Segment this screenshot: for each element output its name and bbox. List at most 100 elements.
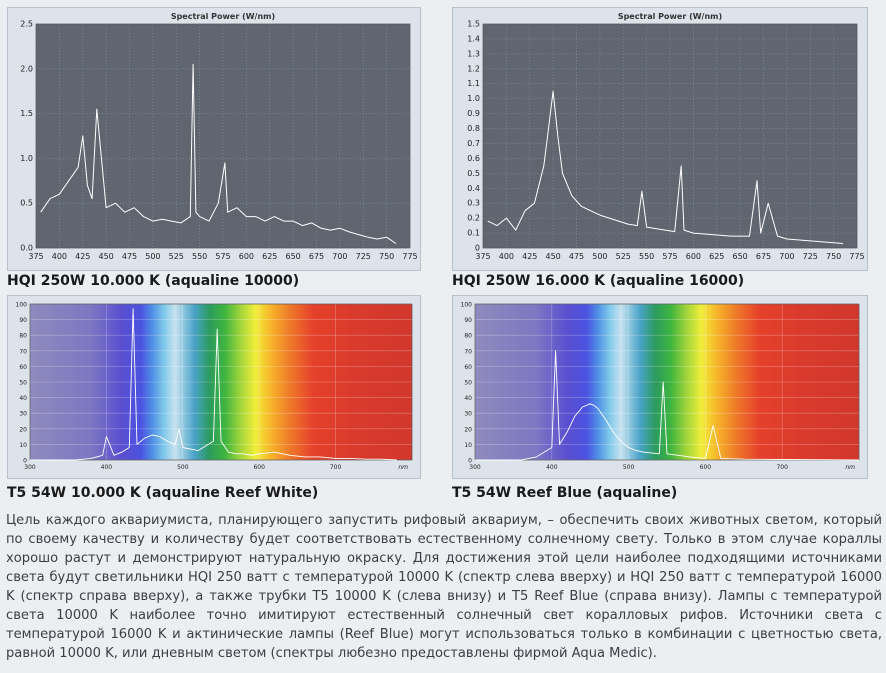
y-tick-label: 70 <box>19 348 27 355</box>
y-tick-label: 80 <box>19 333 27 340</box>
plot-frame <box>474 303 860 461</box>
y-tick-label: 10 <box>19 442 27 449</box>
spectrum-series-line <box>30 308 397 461</box>
plot-frame <box>35 23 411 249</box>
y-tick-label: 100 <box>16 302 28 309</box>
spectrum-series-line <box>487 90 844 244</box>
x-tick-label: 650 <box>285 252 300 261</box>
chart-panel-hqi-10000: 0.0 0.5 1.0 1.5 2.0 2.5 375 400 425 450 475 500 525 5… <box>7 7 421 271</box>
y-tick-label: 20 <box>464 426 472 433</box>
y-tick-label: 1.0 <box>20 154 33 163</box>
spectrum-series-line <box>40 63 397 244</box>
x-tick-label: 750 <box>379 252 394 261</box>
x-tick-label: 775 <box>849 252 864 261</box>
y-tick-label: 80 <box>464 333 472 340</box>
y-tick-label: 50 <box>19 380 27 387</box>
y-tick-label: 30 <box>19 411 27 418</box>
x-tick-label: 475 <box>569 252 584 261</box>
x-tick-label: 600 <box>686 252 701 261</box>
y-tick-label: 40 <box>464 395 472 402</box>
x-tick-label: 650 <box>732 252 747 261</box>
x-tick-label: 400 <box>546 464 558 471</box>
x-tick-label: 400 <box>499 252 514 261</box>
y-tick-label: 60 <box>19 364 27 371</box>
y-tick-label: 60 <box>464 364 472 371</box>
caption-hqi-10000: HQI 250W 10.000 K (aqualine 10000) <box>7 273 300 289</box>
x-tick-label: 375 <box>475 252 490 261</box>
caption-hqi-16000: HQI 250W 16.000 K (aqualine 16000) <box>452 273 745 289</box>
y-tick-label: 100 <box>461 302 473 309</box>
plot-frame <box>482 23 858 249</box>
y-tick-label: 0 <box>23 458 27 465</box>
y-tick-label: 0 <box>475 244 480 253</box>
y-tick-label: 0.5 <box>467 169 480 178</box>
x-tick-label: 375 <box>28 252 43 261</box>
x-unit-label: nm <box>845 464 855 471</box>
spectral-chart-hqi-10000: 0.0 0.5 1.0 1.5 2.0 2.5 375 400 425 450 475 500 525 5… <box>20 12 417 261</box>
x-tick-label: 500 <box>177 464 189 471</box>
x-tick-label: 675 <box>309 252 324 261</box>
y-tick-label: 1.1 <box>467 79 480 88</box>
spectrum-series-line <box>475 350 860 461</box>
x-tick-label: 400 <box>101 464 113 471</box>
y-tick-label: 1.2 <box>467 64 480 73</box>
plot-area <box>475 304 859 460</box>
caption-reef-white: T5 54W 10.000 K (aqualine Reef White) <box>7 485 319 501</box>
y-tick-label: 1.5 <box>20 109 33 118</box>
x-tick-label: 700 <box>330 464 342 471</box>
x-tick-label: 750 <box>826 252 841 261</box>
chart-title: Spectral Power (W/nm) <box>171 12 275 21</box>
y-tick-label: 10 <box>464 442 472 449</box>
y-tick-label: 0.9 <box>467 109 480 118</box>
x-tick-label: 400 <box>52 252 67 261</box>
x-tick-label: 625 <box>262 252 277 261</box>
x-tick-label: 300 <box>469 464 481 471</box>
x-tick-label: 450 <box>545 252 560 261</box>
x-tick-label: 525 <box>169 252 184 261</box>
y-tick-label: 90 <box>464 317 472 324</box>
x-unit-label: nm <box>398 464 408 471</box>
y-tick-label: 2.0 <box>20 64 33 73</box>
y-tick-label: 0.8 <box>467 124 480 133</box>
x-tick-label: 575 <box>215 252 230 261</box>
chart-panel-reef-white: 0 10 20 30 40 50 60 70 80 90 100 300 400 500 600 700 nm <box>7 295 421 479</box>
chart-panel-reef-blue: 0 10 20 30 40 50 60 70 80 90 100 300 400 500 600 700 nm <box>452 295 868 479</box>
y-tick-label: 0.4 <box>467 184 480 193</box>
y-tick-label: 0.1 <box>467 229 480 238</box>
spectral-chart-reef-blue: 0 10 20 30 40 50 60 70 80 90 100 300 400 500 600 700 nm <box>461 302 860 471</box>
y-tick-label: 0.5 <box>20 199 33 208</box>
spectral-chart-hqi-16000: 0 0.1 0.2 0.3 0.4 0.5 0.6 0.7 0.8 0.9 1.0 1.1 1.2 1.3… <box>467 12 864 261</box>
y-tick-label: 0 <box>468 458 472 465</box>
y-tick-label: 0.6 <box>467 154 480 163</box>
x-tick-label: 600 <box>239 252 254 261</box>
y-tick-label: 1.5 <box>467 20 480 29</box>
x-tick-label: 425 <box>75 252 90 261</box>
x-tick-label: 500 <box>623 464 635 471</box>
x-tick-label: 725 <box>356 252 371 261</box>
x-tick-label: 700 <box>779 252 794 261</box>
plot-frame <box>29 303 413 461</box>
x-tick-label: 300 <box>24 464 36 471</box>
y-tick-label: 0.2 <box>467 214 480 223</box>
x-tick-label: 700 <box>332 252 347 261</box>
caption-reef-blue: T5 54W Reef Blue (aqualine) <box>452 485 678 501</box>
x-tick-label: 725 <box>803 252 818 261</box>
x-tick-label: 425 <box>522 252 537 261</box>
x-tick-label: 600 <box>700 464 712 471</box>
x-tick-label: 625 <box>709 252 724 261</box>
spectral-chart-reef-white: 0 10 20 30 40 50 60 70 80 90 100 300 400 500 600 700 nm <box>16 302 413 471</box>
y-tick-label: 70 <box>464 348 472 355</box>
x-tick-label: 550 <box>639 252 654 261</box>
x-tick-label: 575 <box>662 252 677 261</box>
y-tick-label: 2.5 <box>20 20 33 29</box>
y-tick-label: 0.7 <box>467 139 480 148</box>
x-tick-label: 500 <box>592 252 607 261</box>
x-tick-label: 700 <box>776 464 788 471</box>
x-tick-label: 550 <box>192 252 207 261</box>
y-tick-label: 0.0 <box>20 244 33 253</box>
y-tick-label: 1.0 <box>467 94 480 103</box>
y-tick-label: 50 <box>464 380 472 387</box>
x-tick-label: 450 <box>98 252 113 261</box>
y-tick-label: 0.3 <box>467 199 480 208</box>
y-tick-label: 90 <box>19 317 27 324</box>
